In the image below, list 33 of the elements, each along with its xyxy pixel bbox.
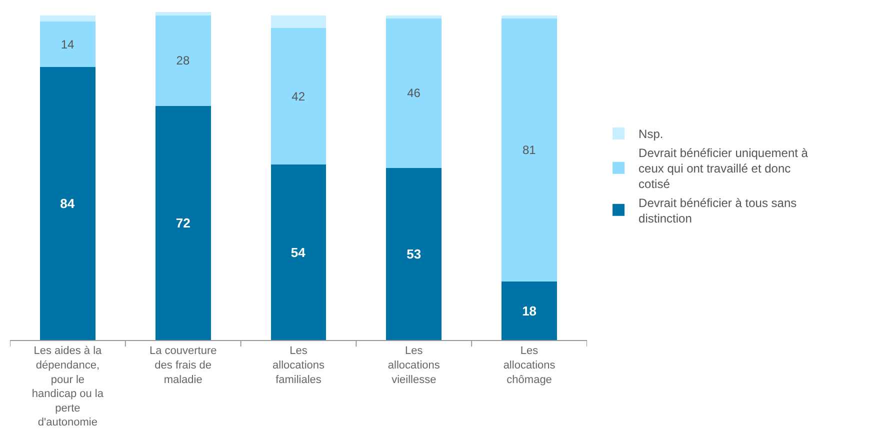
bar xyxy=(155,12,211,16)
data-label: 84 xyxy=(60,196,76,212)
bar xyxy=(40,22,96,68)
x-tick-label: Les aides à la dépendance, pour le handicap ou la perte d'autonomie xyxy=(32,345,104,429)
data-label: 28 xyxy=(176,54,190,68)
legend-label: Nsp. xyxy=(638,127,664,142)
legend-label: Devrait bénéficier à tous sans distinction xyxy=(638,196,797,226)
bar xyxy=(270,15,326,28)
x-tick-label: Les allocations vieillesse xyxy=(388,345,440,386)
x-tick-label: La couverture des frais de maladie xyxy=(149,345,217,386)
data-label: 54 xyxy=(290,244,306,260)
x-tick-label: Les allocations chômage xyxy=(503,345,556,386)
data-label: 81 xyxy=(522,143,536,158)
bar xyxy=(502,15,557,18)
bar xyxy=(155,106,211,340)
legend-label: Devrait bénéficier uniquement à ceux qui ont travaillé et donc cotisé xyxy=(638,146,808,192)
bar xyxy=(502,282,557,340)
bar xyxy=(502,18,557,282)
bar xyxy=(40,67,96,340)
bar xyxy=(386,15,442,18)
x-tick-label: Les allocations familiales xyxy=(272,345,325,386)
bar xyxy=(40,15,96,22)
data-label: 18 xyxy=(522,303,537,318)
data-label: 46 xyxy=(407,86,421,100)
bar xyxy=(155,15,211,106)
bar xyxy=(386,18,442,168)
bar xyxy=(270,164,326,340)
data-label: 42 xyxy=(292,89,306,104)
data-label: 72 xyxy=(176,216,190,231)
bar xyxy=(386,168,442,340)
data-label: 53 xyxy=(406,246,422,262)
data-label: 14 xyxy=(60,37,75,52)
bar xyxy=(270,28,326,165)
